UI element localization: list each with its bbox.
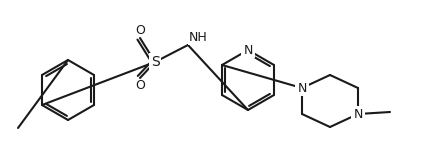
Text: S: S	[151, 55, 159, 69]
Text: N: N	[353, 108, 363, 120]
Text: O: O	[135, 79, 145, 92]
Text: NH: NH	[189, 31, 208, 44]
Text: N: N	[297, 81, 307, 94]
Text: O: O	[135, 24, 145, 37]
Text: N: N	[243, 44, 253, 56]
